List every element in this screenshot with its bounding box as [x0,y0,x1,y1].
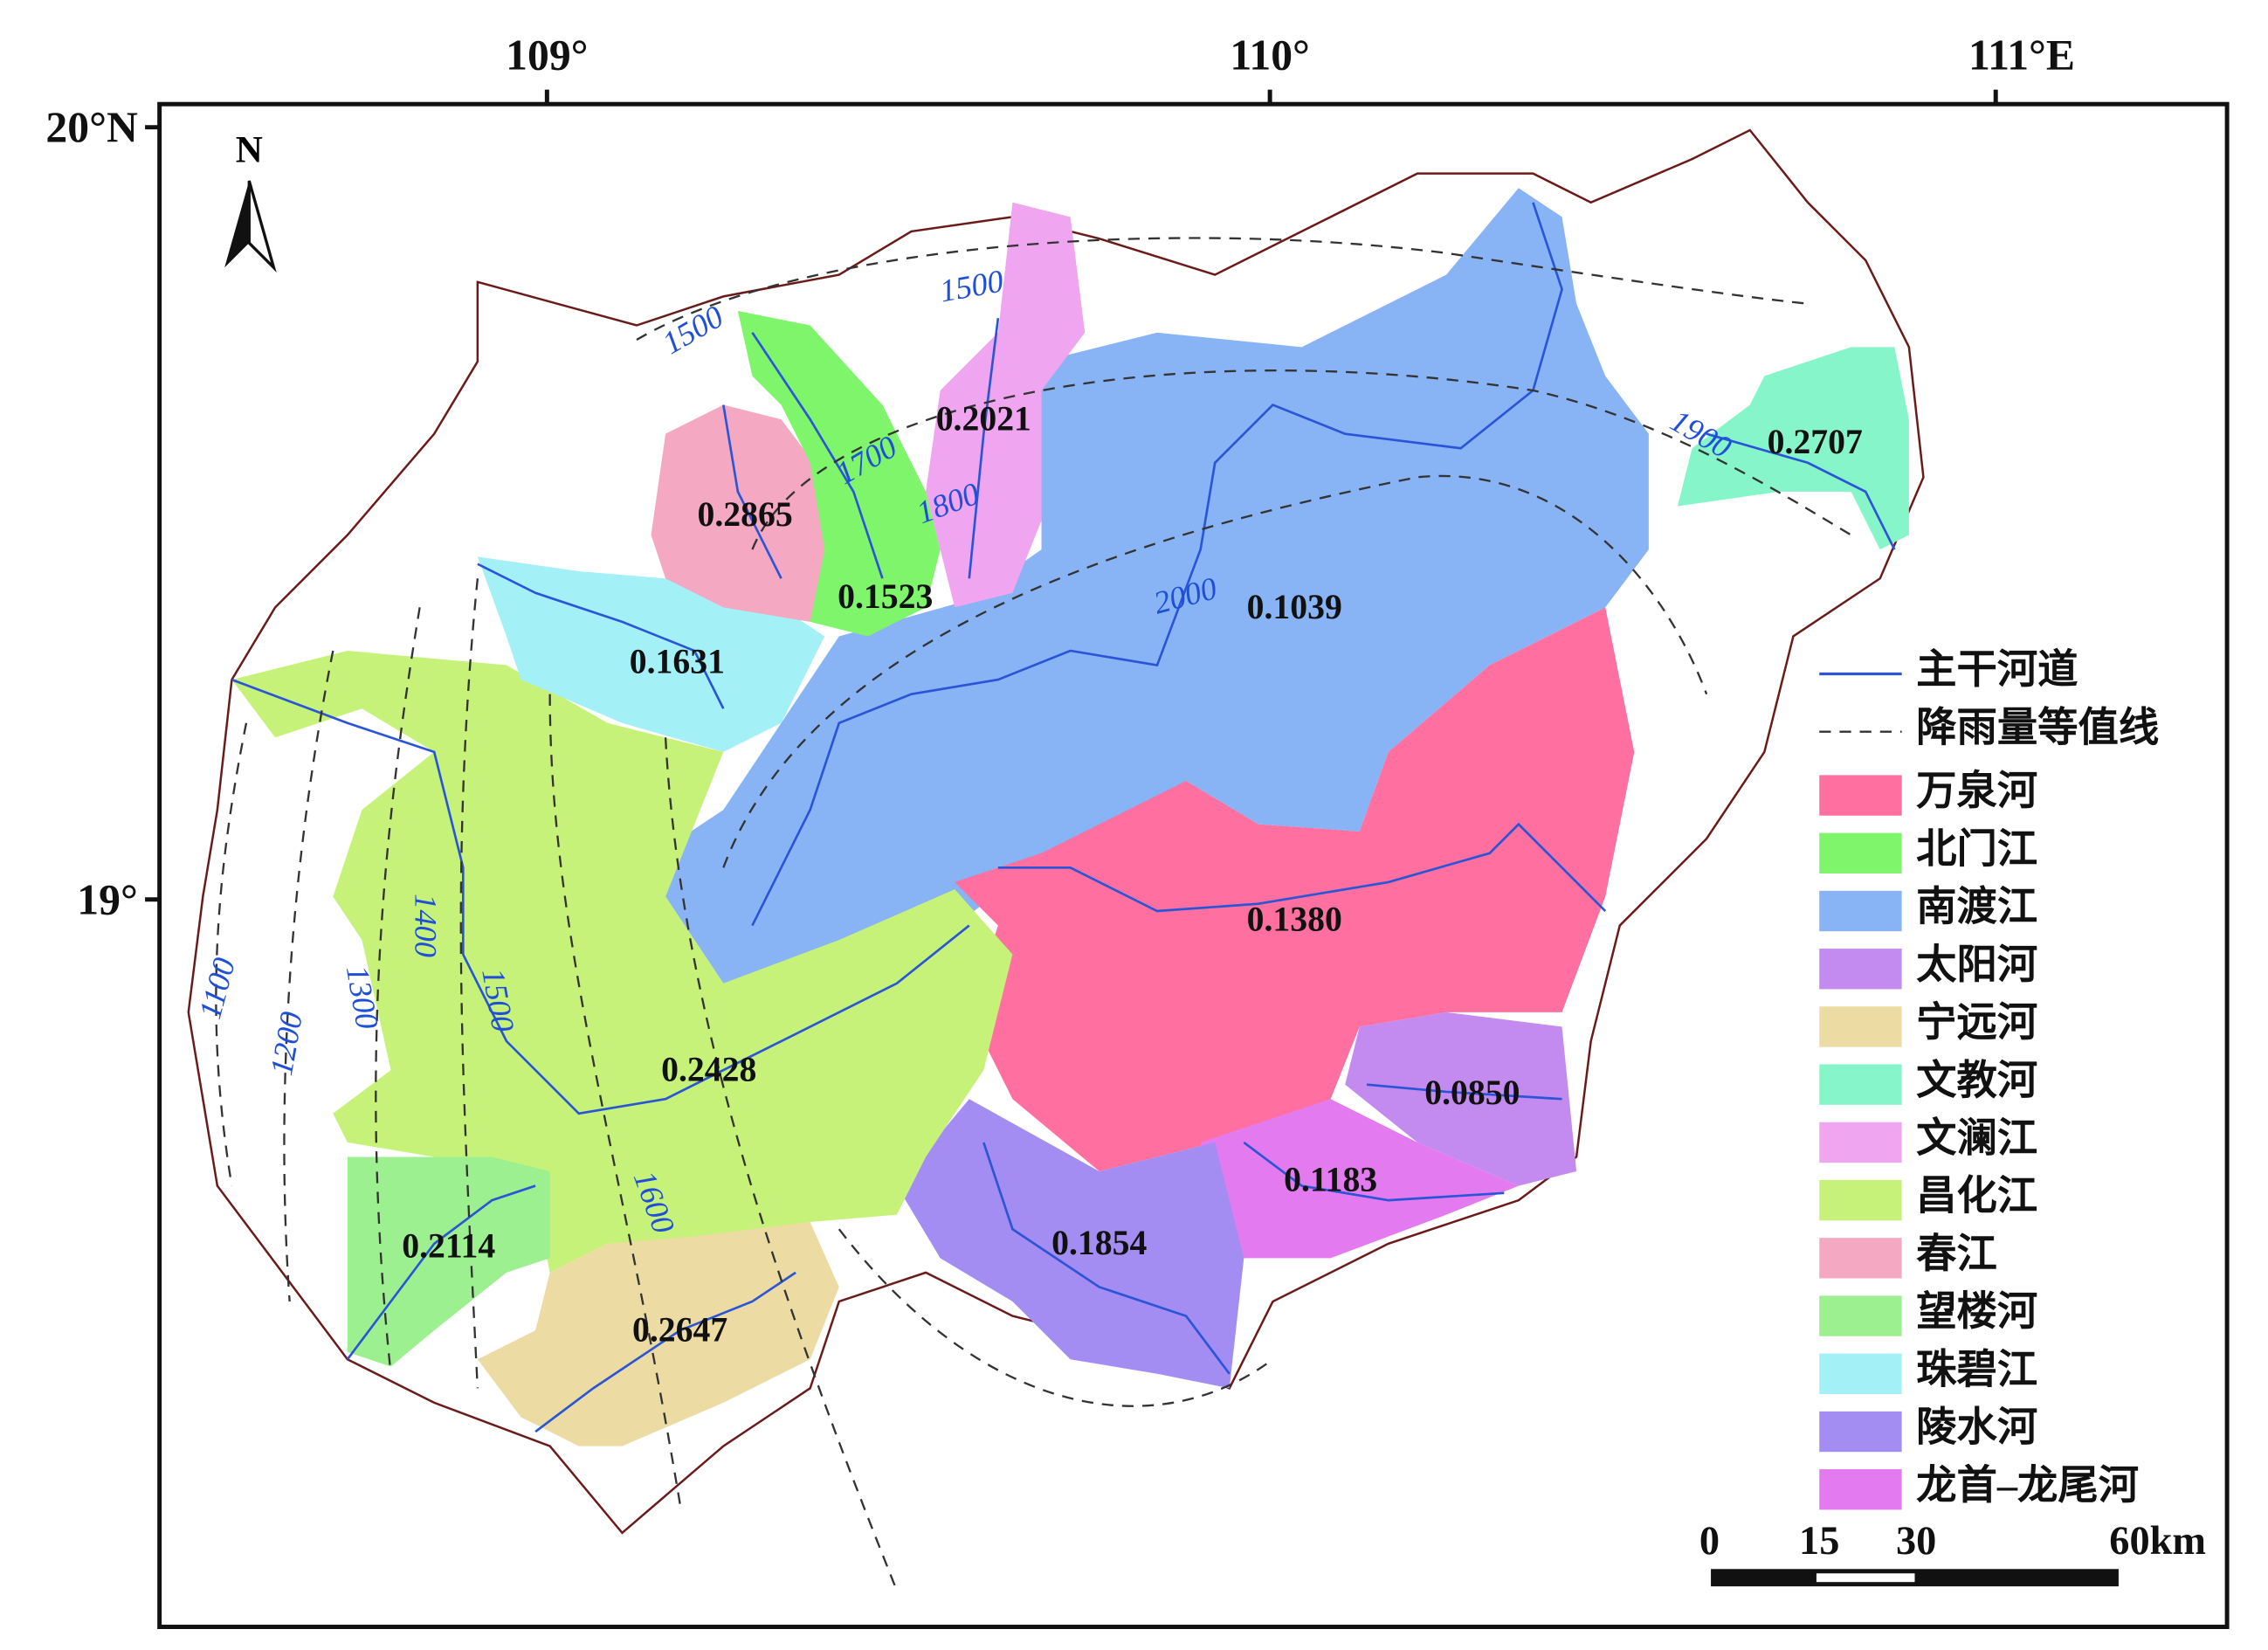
scale-segment [1711,1569,2119,1587]
basin-value: 0.2114 [402,1227,495,1266]
basin-area [1200,1099,1519,1259]
legend-swatch [1819,949,1902,990]
basin-value: 0.1631 [630,643,725,681]
legend: 主干河道 降雨量等值线 万泉河北门江南渡江太阳河宁远河文教河文澜江昌化江春江望楼… [1800,643,2220,1526]
river [722,404,782,579]
river [346,1184,536,1361]
legend-label: 望楼河 [1916,1289,2037,1335]
basin-area [737,310,941,637]
river [751,202,1563,927]
scale-label: 60km [2109,1519,2206,1564]
legend-label: 春江 [1916,1232,1997,1277]
lat-label: 19° [77,875,138,923]
basin-area [636,188,1649,984]
isoline [459,578,479,1389]
basin-value: 0.1380 [1247,900,1342,938]
legend-swatch [1819,1064,1902,1105]
basin-area [1677,347,1909,550]
isoline [838,1228,1274,1407]
scale-bar: 0 15 30 60km [1699,1519,2206,1587]
scale-label: 30 [1896,1519,1936,1564]
legend-label: 珠碧江 [1916,1347,2037,1392]
legend-swatch [1819,775,1902,816]
basin-area [651,404,825,622]
basin-value: 0.1854 [1051,1224,1147,1262]
legend-label: 龙首–龙尾河 [1916,1463,2139,1508]
basin-area [347,1156,550,1367]
isoline [283,650,334,1302]
basin-value: 0.1183 [1284,1160,1377,1198]
isoline [751,369,1852,550]
river [534,1271,796,1433]
basin-value: 0.2865 [698,495,793,534]
basins [231,188,1909,1446]
isoline [664,737,899,1591]
isoline [375,607,421,1374]
legend-label: 主干河道 [1916,647,2078,693]
lon-label: 109° [506,31,588,79]
legend-label: 北门江 [1916,826,2037,872]
legend-swatch [1819,1353,1902,1394]
basin-value: 0.2707 [1768,423,1863,461]
legend-label: 太阳河 [1916,942,2037,988]
legend-swatch [1819,1469,1902,1510]
legend-label: 宁远河 [1916,1000,2037,1046]
legend-swatch [1819,1122,1902,1163]
legend-label: 昌化江 [1916,1174,2037,1219]
river [477,563,725,709]
legend-swatch [1819,1006,1902,1047]
isoline [215,722,248,1186]
legend-label: 文教河 [1916,1058,2037,1103]
basin-area [1345,1011,1577,1186]
lon-label: 110° [1230,31,1310,79]
basin-value: 0.0850 [1424,1074,1520,1112]
legend-label: 降雨量等值线 [1916,705,2159,750]
river [1706,432,1896,550]
legend-swatch [1819,1179,1902,1221]
river [231,678,970,1115]
rivers [231,202,1896,1433]
isoline [548,694,681,1504]
river [968,318,1000,579]
legend-label: 陵水河 [1916,1405,2037,1451]
legend-label: 文澜江 [1916,1116,2037,1162]
isolines [215,237,1852,1591]
basin-area [477,1221,839,1446]
legend-swatch [1819,1238,1902,1279]
legend-swatch [1819,1411,1902,1453]
basin-area [926,202,1086,608]
legend-label: 南渡江 [1916,885,2037,930]
river [1243,1141,1505,1202]
isoline-label: 1400 [409,894,444,957]
legend-swatch [1819,890,1902,932]
legend-swatch [1819,832,1902,873]
north-arrow [247,180,277,273]
scale-segment [1816,1573,1915,1583]
lat-label: 20°N [45,103,138,151]
basin-area [896,1099,1244,1389]
north-label: N [236,129,263,170]
lon-label: 111°E [1968,31,2075,79]
legend-swatch [1819,1295,1902,1336]
basin-value: 0.2428 [661,1051,756,1089]
isoline [722,474,1708,868]
river [982,1142,1231,1375]
scale-label: 15 [1799,1519,1839,1564]
basin-area [955,607,1635,1172]
river [751,332,884,579]
scale-label: 0 [1699,1519,1720,1564]
legend-label: 万泉河 [1916,769,2037,814]
river [1366,1083,1562,1101]
basin-value: 0.1523 [838,577,933,616]
basin-area [231,651,1013,1273]
river [997,822,1607,913]
basin-value: 0.2647 [632,1311,727,1350]
isoline [636,237,1809,342]
basin-value: 0.1039 [1247,588,1342,626]
basin-value: 0.2021 [936,400,1031,438]
